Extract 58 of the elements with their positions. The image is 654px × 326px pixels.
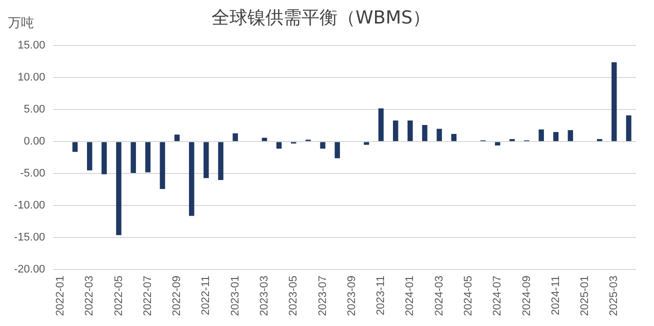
x-tick-label: 2023-11 — [375, 276, 388, 316]
bar — [408, 120, 413, 142]
y-tick-label: 10.00 — [18, 72, 46, 84]
y-tick-label: 0.00 — [24, 136, 46, 148]
bar — [116, 142, 122, 236]
x-tick-label: 2024-05 — [462, 276, 474, 316]
bar — [422, 124, 428, 142]
x-tick-label: 2024-09 — [520, 276, 533, 316]
x-tick-label: 2024-07 — [492, 276, 504, 316]
bar — [568, 130, 574, 142]
x-tick-label: 2023-01 — [229, 276, 242, 316]
bar — [436, 128, 442, 142]
bar — [130, 142, 136, 173]
x-tick-label: 2022-03 — [84, 276, 96, 316]
x-tick-label: 2022-11 — [200, 276, 212, 316]
y-tick-label: -15.00 — [14, 232, 46, 244]
x-tick-label: 2023-05 — [288, 276, 300, 316]
bar — [626, 115, 632, 142]
y-axis-title: 万吨 — [8, 15, 34, 32]
bar — [72, 142, 78, 152]
x-tick-label: 2022-07 — [142, 276, 154, 316]
y-tick-label: -10.00 — [14, 200, 46, 212]
chart-title: 全球镍供需平衡（WBMS） — [211, 7, 431, 28]
bar — [553, 132, 558, 142]
bar — [320, 142, 326, 149]
x-tick-label: 2024-11 — [550, 276, 562, 316]
x-tick-label: 2024-01 — [404, 276, 416, 316]
bar — [232, 133, 238, 142]
x-tick-label: 2023-07 — [316, 276, 329, 316]
x-tick-label: 2022-01 — [54, 276, 67, 316]
x-tick-label: 2025-01 — [579, 276, 592, 316]
bar — [378, 108, 384, 142]
x-tick-label: 2022-09 — [171, 276, 184, 316]
bar — [334, 142, 340, 158]
bar — [86, 142, 92, 170]
bar — [145, 142, 151, 172]
bar — [188, 142, 194, 216]
x-tick-label: 2025-03 — [608, 276, 620, 316]
x-tick-label: 2022-05 — [112, 276, 125, 316]
x-tick-label: 2024-03 — [433, 276, 446, 316]
bar — [204, 142, 209, 178]
bar — [218, 142, 224, 180]
bar — [276, 142, 282, 149]
bar — [160, 142, 166, 189]
y-tick-label: -5.00 — [20, 168, 46, 180]
bar — [538, 129, 544, 142]
bar — [451, 134, 456, 142]
bar — [494, 142, 500, 146]
x-tick-label: 2023-03 — [258, 276, 270, 316]
bar — [364, 142, 370, 145]
bar — [174, 134, 180, 142]
bar — [102, 142, 107, 174]
x-tick-label: 2023-09 — [346, 276, 358, 316]
y-tick-label: -20.00 — [14, 264, 46, 276]
y-tick-label: 5.00 — [24, 104, 46, 116]
y-tick-label: 15.00 — [18, 40, 46, 52]
bar — [392, 120, 398, 142]
bar — [612, 62, 617, 142]
